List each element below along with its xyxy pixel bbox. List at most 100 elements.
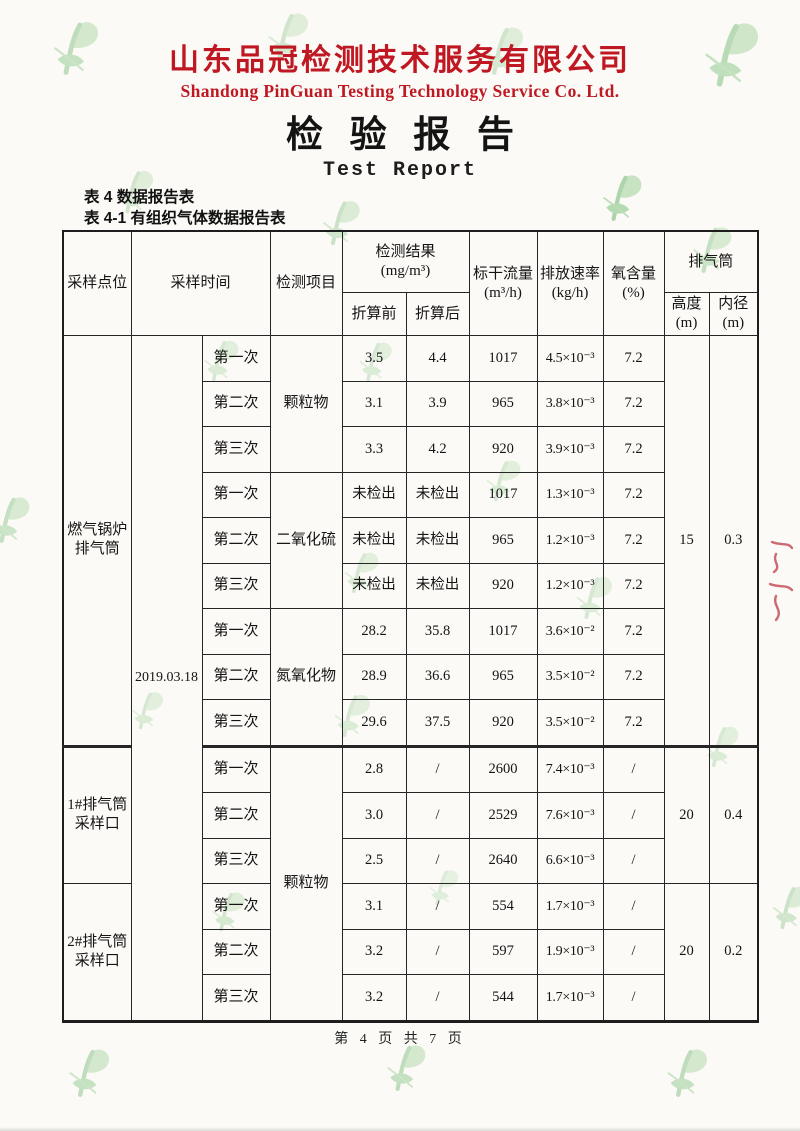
cell-before: 3.2 — [341, 928, 407, 975]
cell-flow: 2640 — [468, 837, 538, 884]
table-caption-1: 表 4 数据报告表 — [84, 189, 195, 206]
col-header-diameter-unit: (m) — [722, 315, 745, 331]
cell-item-so2: 二氧化硫 — [269, 471, 343, 609]
cell-stack-diameter-group3: 0.2 — [708, 883, 759, 1022]
cell-rate: 7.4×10⁻³ — [536, 744, 604, 793]
cell-after: / — [405, 792, 470, 839]
cell-item-nox: 氮氧化物 — [269, 608, 343, 747]
col-header-stack: 排气筒 — [663, 230, 759, 293]
cell-seq: 第一次 — [201, 471, 271, 518]
company-logo-watermark-icon — [64, 1044, 118, 1098]
cell-o2: / — [602, 974, 665, 1022]
cell-before: 29.6 — [341, 699, 407, 747]
cell-stack-diameter-group2: 0.4 — [708, 744, 759, 884]
cell-flow: 920 — [468, 699, 538, 747]
cell-before: 3.2 — [341, 974, 407, 1022]
cell-flow: 1017 — [468, 608, 538, 655]
cell-flow: 920 — [468, 426, 538, 473]
cell-seq: 第三次 — [201, 837, 271, 884]
col-header-flow-title: 标干流量 — [473, 265, 534, 282]
cell-flow: 554 — [468, 883, 538, 930]
cell-flow: 965 — [468, 653, 538, 700]
cell-stack-height-group3: 20 — [663, 883, 710, 1022]
cell-before: 28.2 — [341, 608, 407, 655]
red-ink-mark-icon — [768, 540, 794, 622]
cell-rate: 6.6×10⁻³ — [536, 837, 604, 884]
cell-o2: 7.2 — [602, 335, 665, 382]
cell-seq: 第二次 — [201, 517, 271, 564]
company-logo-watermark-icon — [662, 1044, 716, 1098]
cell-before: 3.3 — [341, 426, 407, 473]
cell-after: 37.5 — [405, 699, 470, 747]
cell-after: / — [405, 837, 470, 884]
page-number: 第 4 页 共 7 页 — [334, 1032, 466, 1047]
cell-before: 3.1 — [341, 380, 407, 427]
cell-o2: 7.2 — [602, 380, 665, 427]
cell-rate: 3.9×10⁻³ — [536, 426, 604, 473]
col-header-result-title: 检测结果 — [375, 244, 436, 260]
cell-rate: 3.5×10⁻² — [536, 699, 604, 747]
report-header: 山东品冠检测技术服务有限公司 Shandong PinGuan Testing … — [0, 44, 800, 182]
cell-o2: / — [602, 792, 665, 839]
cell-seq: 第三次 — [201, 974, 271, 1022]
cell-seq: 第一次 — [201, 883, 271, 930]
col-header-oxygen: 氧含量 (%) — [602, 230, 665, 336]
cell-o2: 7.2 — [602, 471, 665, 518]
cell-flow: 965 — [468, 517, 538, 564]
cell-stack-diameter-group1: 0.3 — [708, 335, 759, 747]
cell-sampling-date: 2019.03.18 — [130, 335, 203, 1022]
cell-flow: 1017 — [468, 471, 538, 518]
cell-after: / — [405, 928, 470, 975]
cell-sampling-point-group3: 2#排气筒采样口 — [62, 883, 132, 1022]
col-header-height-title: 高度 — [671, 296, 702, 312]
company-name-en: Shandong PinGuan Testing Technology Serv… — [180, 81, 620, 101]
cell-before: 未检出 — [341, 471, 407, 518]
cell-flow: 1017 — [468, 335, 538, 382]
cell-rate: 3.8×10⁻³ — [536, 380, 604, 427]
col-header-flow-unit: (m³/h) — [484, 284, 522, 301]
cell-rate: 1.2×10⁻³ — [536, 562, 604, 609]
company-logo-watermark-icon — [0, 492, 38, 544]
col-header-before: 折算前 — [341, 292, 407, 336]
cell-seq: 第一次 — [201, 744, 271, 793]
cell-sampling-point-group2: 1#排气筒采样口 — [62, 744, 132, 884]
cell-after: / — [405, 744, 470, 793]
company-logo-watermark-icon — [771, 884, 800, 930]
col-header-result-unit: (mg/m³) — [380, 263, 431, 279]
cell-o2: / — [602, 837, 665, 884]
cell-seq: 第三次 — [201, 562, 271, 609]
col-header-diameter-title: 内径 — [718, 296, 749, 312]
cell-o2: 7.2 — [602, 426, 665, 473]
cell-o2: 7.2 — [602, 608, 665, 655]
cell-after: / — [405, 883, 470, 930]
cell-o2: / — [602, 744, 665, 793]
cell-flow: 544 — [468, 974, 538, 1022]
cell-seq: 第二次 — [201, 380, 271, 427]
cell-seq: 第二次 — [201, 928, 271, 975]
col-header-oxygen-title: 氧含量 — [611, 265, 657, 282]
cell-rate: 7.6×10⁻³ — [536, 792, 604, 839]
cell-before: 3.5 — [341, 335, 407, 382]
cell-stack-height-group1: 15 — [663, 335, 710, 747]
col-header-sampling-point: 采样点位 — [62, 230, 132, 336]
cell-rate: 3.5×10⁻² — [536, 653, 604, 700]
cell-seq: 第一次 — [201, 608, 271, 655]
col-header-oxygen-unit: (%) — [622, 284, 645, 301]
col-header-flow: 标干流量 (m³/h) — [468, 230, 538, 336]
cell-flow: 2529 — [468, 792, 538, 839]
cell-item-particulate-1: 颗粒物 — [269, 335, 343, 473]
col-header-stack-height: 高度 (m) — [663, 292, 710, 336]
cell-after: 35.8 — [405, 608, 470, 655]
cell-seq: 第一次 — [201, 335, 271, 382]
cell-rate: 1.7×10⁻³ — [536, 974, 604, 1022]
cell-after: 未检出 — [405, 517, 470, 564]
cell-rate: 1.7×10⁻³ — [536, 883, 604, 930]
col-header-sampling-time: 采样时间 — [130, 230, 271, 336]
cell-stack-height-group2: 20 — [663, 744, 710, 884]
cell-item-particulate-2: 颗粒物 — [269, 744, 343, 1022]
col-header-after: 折算后 — [405, 292, 470, 336]
cell-after: 4.4 — [405, 335, 470, 382]
cell-after: 未检出 — [405, 562, 470, 609]
cell-rate: 3.6×10⁻² — [536, 608, 604, 655]
